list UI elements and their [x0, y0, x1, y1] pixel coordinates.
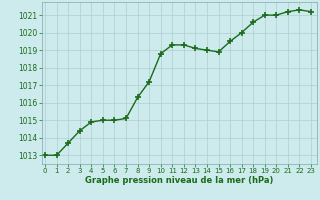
X-axis label: Graphe pression niveau de la mer (hPa): Graphe pression niveau de la mer (hPa) — [85, 176, 273, 185]
